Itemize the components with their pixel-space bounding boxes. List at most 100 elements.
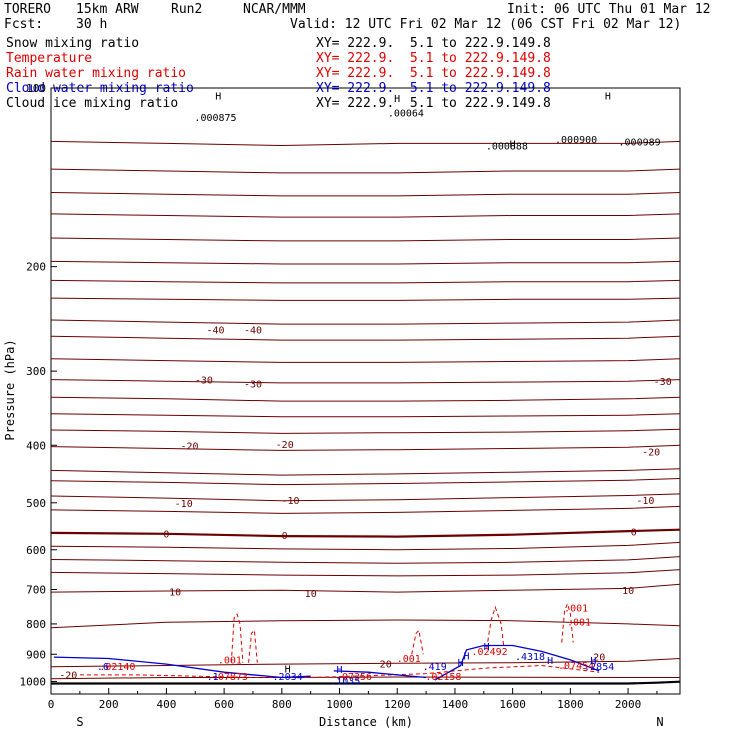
contour-label-14: -10	[281, 496, 299, 507]
contour-label-28: .001	[397, 654, 421, 665]
contour-label-15: -10	[636, 496, 654, 507]
contour-label-5: -40	[206, 325, 224, 336]
rain-contour-4	[411, 629, 424, 655]
rain-contour-2	[486, 605, 505, 649]
rain-mixing-contours	[79, 602, 600, 678]
contour-label-39: .2034	[273, 672, 303, 683]
temperature-contour-21	[50, 541, 681, 551]
contour-label-0: .000875	[194, 113, 236, 124]
contour-label-19: 10	[169, 588, 181, 599]
contour-label-41: .6	[97, 662, 109, 673]
contour-label-1: .00064	[388, 109, 424, 120]
temperature-contour-23	[50, 569, 681, 577]
contour-label-16: 0	[163, 529, 169, 540]
x-tick-label-7: 1400	[442, 698, 469, 711]
contour-label-36: .2854	[584, 662, 614, 673]
plot-frame	[50, 87, 681, 695]
contour-label-18: 0	[631, 528, 637, 539]
forecast-hour: 30 h	[76, 17, 108, 32]
contour-label-10: -20	[180, 441, 198, 452]
temperature-contour-26	[50, 658, 681, 668]
temperature-contour-11	[50, 379, 681, 384]
x-tick-label-5: 1000	[326, 698, 353, 711]
contour-label-37: .419	[423, 662, 447, 673]
field-cloud-ice-name: Cloud ice mixing ratio	[6, 96, 179, 111]
contour-label-2: .000888	[486, 142, 528, 153]
contour-label-34: .02140	[99, 662, 135, 673]
contour-label-29: .02492	[472, 647, 508, 658]
contour-label-25: .001	[564, 604, 588, 615]
contour-label-24: -20	[59, 670, 77, 681]
contour-labels: .000875 .00064 .000888 .000900 .000989 -40 -40…	[59, 109, 671, 688]
temperature-contour-19	[50, 505, 681, 514]
contour-label-38: .1035	[330, 676, 360, 687]
x-tick-label-0: 0	[48, 698, 55, 711]
contour-label-8: -30	[244, 380, 262, 391]
field-cloud-ice-xy: XY= 222.9. 5.1 to 222.9.149.8	[316, 96, 551, 111]
x-tick-label-10: 2000	[615, 698, 642, 711]
temperature-contour-16	[50, 468, 681, 476]
y-tick-label-9: 1000	[20, 675, 47, 688]
temperature-contour-5	[50, 260, 681, 265]
temperature-contour-1	[50, 168, 681, 174]
temperature-contour-14	[50, 428, 681, 434]
contour-label-23: 20	[593, 653, 605, 664]
field-temperature-xy: XY= 222.9. 5.1 to 222.9.149.8	[316, 51, 551, 66]
cloud-water-contour-2	[333, 670, 427, 679]
x-axis-left-end: S	[76, 715, 83, 729]
temperature-contour-0	[50, 140, 681, 147]
field-rain-name: Rain water mixing ratio	[6, 66, 187, 81]
y-tick-label-1: 200	[26, 261, 46, 274]
temperature-contour-2	[50, 192, 681, 197]
cloud-water-contours	[53, 644, 600, 681]
rain-contour-5	[79, 664, 600, 678]
temperature-contour-12	[50, 396, 681, 402]
init-time: Init: 06 UTC Thu 01 Mar 12	[507, 2, 711, 17]
high-marker-10: H	[215, 92, 221, 103]
forecast-label: Fcst:	[4, 17, 44, 32]
x-axis-title: Distance (km)	[319, 715, 413, 729]
valid-time: Valid: 12 UTC Fri 02 Mar 12 (06 CST Fri …	[290, 17, 682, 32]
y-tick-label-3: 400	[26, 439, 46, 452]
temperature-contour-18	[50, 493, 681, 502]
x-tick-label-1: 200	[99, 698, 119, 711]
grid-label: 15km ARW	[76, 2, 139, 17]
y-tick-label-0: 100	[26, 82, 46, 95]
x-tick-label-3: 600	[214, 698, 234, 711]
y-tick-label-4: 500	[26, 497, 46, 510]
y-tick-label-2: 300	[26, 365, 46, 378]
x-axis-right-end: N	[656, 715, 663, 729]
x-tick-label-6: 1200	[384, 698, 411, 711]
ground-surface	[51, 680, 681, 685]
temperature-contour-13	[50, 413, 681, 418]
high-marker-2: H	[458, 658, 464, 669]
cloud-water-contour-0	[53, 656, 311, 679]
contour-label-3: .000900	[555, 135, 597, 146]
y-axis-ticks: 100 200 300 400 500 600 700 800 900 1000	[20, 82, 57, 688]
x-tick-label-8: 1600	[499, 698, 526, 711]
rain-contour-3	[561, 602, 574, 643]
contour-label-7: -30	[195, 376, 213, 387]
temperature-contour-22	[50, 556, 681, 564]
cloud-water-contour-1	[434, 644, 600, 681]
high-marker-3: H	[547, 656, 553, 667]
field-snow-xy: XY= 222.9. 5.1 to 222.9.149.8	[316, 36, 551, 51]
rain-contour-1	[248, 629, 258, 663]
ground-line	[51, 680, 681, 685]
y-tick-label-7: 800	[26, 618, 46, 631]
contour-label-35: .4318	[515, 652, 545, 663]
contour-label-12: -20	[642, 448, 660, 459]
contour-label-20: 10	[305, 589, 317, 600]
contour-label-13: -10	[175, 499, 193, 510]
temperature-contour-15	[50, 444, 681, 451]
temperature-contour-3	[50, 213, 681, 218]
temperature-contour-20	[50, 528, 681, 538]
contour-label-31: .07873	[212, 672, 248, 683]
y-tick-label-5: 600	[26, 544, 46, 557]
temperature-contour-4	[50, 237, 681, 242]
contour-label-4: .000989	[619, 137, 661, 148]
contour-label-40: .1	[207, 672, 219, 683]
temperature-contour-8	[50, 319, 681, 325]
temperature-contour-9	[50, 335, 681, 341]
